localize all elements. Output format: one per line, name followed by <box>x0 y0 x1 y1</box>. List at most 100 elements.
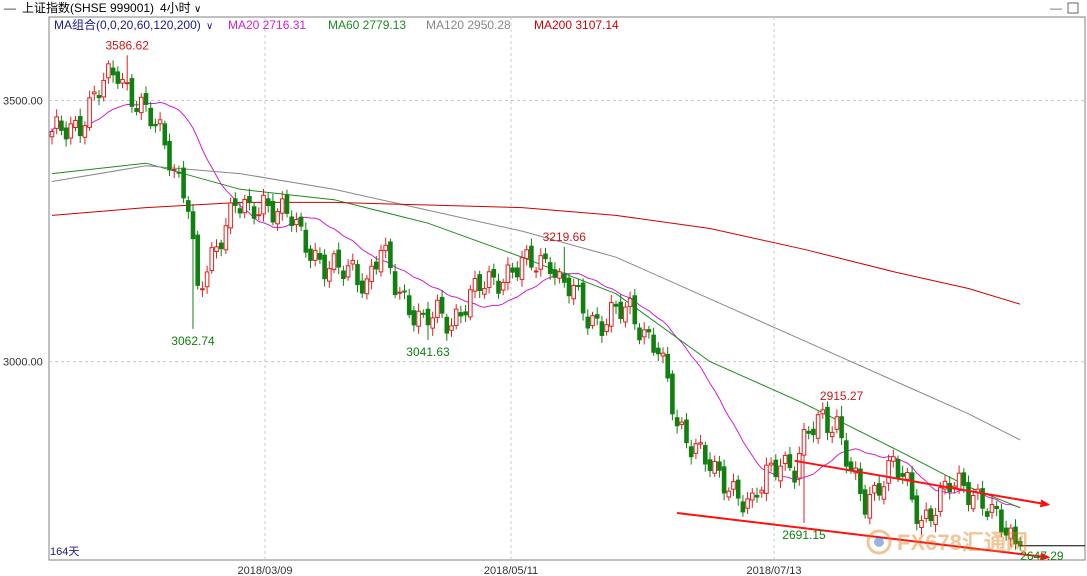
price-annotation: 3041.63 <box>406 345 450 359</box>
ma-group-label[interactable]: MA组合(0,0,20,60,120,200) <box>54 17 201 32</box>
candle <box>538 248 544 277</box>
candle-body <box>543 253 548 260</box>
candle <box>632 288 638 330</box>
candle-body <box>895 458 901 479</box>
candle-body <box>900 473 906 477</box>
candle <box>858 462 863 502</box>
candle <box>891 449 896 468</box>
candle-body <box>905 472 910 480</box>
candle-body <box>533 270 539 273</box>
period-selector[interactable]: 4小时 <box>160 1 191 15</box>
candle <box>388 238 393 275</box>
chevron-down-icon[interactable]: ∨ <box>194 4 201 15</box>
candle-body <box>444 316 450 334</box>
candle <box>374 255 379 275</box>
candle-body <box>566 277 572 297</box>
candle <box>453 304 459 330</box>
candle-body <box>383 244 388 252</box>
chevron-down-icon[interactable]: ∨ <box>206 21 213 32</box>
watermark-logo-icon <box>866 529 892 555</box>
candle-body <box>801 429 807 456</box>
candle <box>609 294 614 333</box>
candle-body <box>200 288 205 291</box>
candle <box>425 301 431 340</box>
candle <box>712 455 718 477</box>
candle-body <box>49 131 55 138</box>
candle <box>148 101 153 130</box>
candle <box>590 311 595 329</box>
candle <box>176 165 182 178</box>
candle-body <box>538 255 544 270</box>
candle-body <box>820 409 826 415</box>
candle-body <box>453 308 459 326</box>
candle <box>1003 520 1009 541</box>
candle-body <box>430 317 435 329</box>
candle-body <box>679 421 685 425</box>
candle-body <box>731 481 736 490</box>
candle <box>900 465 906 484</box>
candle-body <box>562 273 567 283</box>
minimize-icon[interactable]: — <box>1050 1 1062 15</box>
candle-body <box>782 454 788 465</box>
y-tick-label: 3000.00 <box>3 357 43 369</box>
candle <box>477 270 482 299</box>
candle <box>73 116 78 132</box>
candle <box>402 284 407 300</box>
candle-body <box>341 270 346 279</box>
candle <box>928 505 934 527</box>
candle <box>679 417 685 430</box>
price-annotation: 2915.27 <box>820 389 864 403</box>
candle <box>886 454 891 492</box>
candle <box>613 300 619 315</box>
candle-body <box>688 446 694 458</box>
candle <box>623 302 628 328</box>
candle <box>251 202 257 225</box>
candle <box>458 305 464 324</box>
candle <box>515 261 520 281</box>
minus-icon[interactable]: — <box>4 1 16 15</box>
candle-body <box>989 504 995 513</box>
days-count: 164天 <box>50 546 79 558</box>
candle <box>768 457 774 472</box>
candle-body <box>923 509 929 519</box>
candle <box>68 116 74 145</box>
candle <box>359 273 365 298</box>
candle <box>204 265 210 294</box>
candle <box>618 294 624 324</box>
candle-body <box>848 461 854 472</box>
candle-body <box>218 242 224 250</box>
candle-body <box>68 123 74 139</box>
candle <box>594 307 600 326</box>
candle-body <box>599 321 605 336</box>
trendline-lower <box>676 512 1051 561</box>
candle <box>110 60 116 83</box>
candle-body <box>312 249 318 261</box>
candle-body <box>439 296 445 314</box>
candle <box>721 459 727 501</box>
price-annotation: 3586.62 <box>106 38 150 52</box>
candle <box>557 268 562 284</box>
candle <box>881 480 887 505</box>
candle-body <box>552 269 558 278</box>
candle <box>533 267 539 279</box>
candle <box>726 487 732 501</box>
candle <box>933 507 938 533</box>
candle <box>876 476 882 501</box>
candle-body <box>308 248 313 261</box>
candle <box>463 304 468 323</box>
candle <box>186 196 191 220</box>
candle <box>87 90 92 131</box>
candle-body <box>261 194 266 215</box>
candle <box>543 247 548 264</box>
candle <box>792 466 797 489</box>
maximize-icon[interactable] <box>1067 2 1079 14</box>
candle <box>641 322 647 345</box>
candle <box>444 313 450 341</box>
candle-body <box>740 501 746 513</box>
candle <box>519 250 525 287</box>
candle-body <box>576 285 581 288</box>
candle <box>745 492 750 515</box>
candle-body <box>162 123 168 146</box>
axis-layer: 3500.00 3000.00 2018/03/09 2018/05/11 2018/0… <box>3 96 802 576</box>
candle <box>120 72 125 89</box>
